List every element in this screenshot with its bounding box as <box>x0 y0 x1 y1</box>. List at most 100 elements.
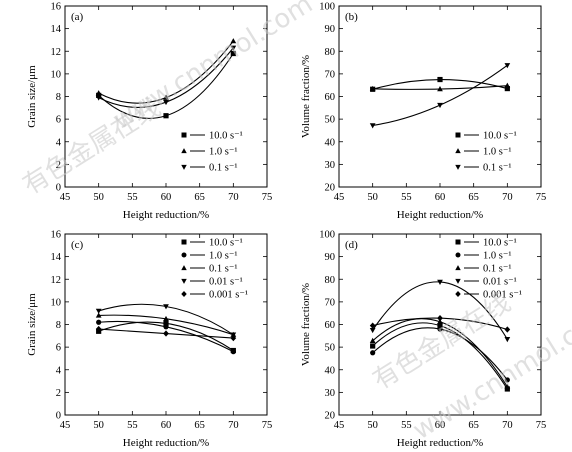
panel-label: (d) <box>345 239 358 251</box>
y-tick-label: 8 <box>56 92 61 103</box>
data-point <box>230 45 237 51</box>
y-tick-label: 70 <box>325 69 336 80</box>
y-tick-label: 50 <box>325 115 336 126</box>
x-tick-label: 75 <box>262 420 273 431</box>
legend-marker <box>455 132 461 138</box>
legend-marker <box>181 252 187 258</box>
data-point <box>369 322 376 329</box>
legend-label: 0.001 s⁻¹ <box>483 290 522 301</box>
x-tick-label: 45 <box>60 420 71 431</box>
x-axis-title: Height reduction/% <box>397 209 483 221</box>
x-tick-label: 50 <box>367 192 378 203</box>
data-point <box>437 318 443 324</box>
panel-4: 45 50 55 60 65 70 75 20 30 40 50 60 70 80 90 100 Height … <box>300 230 546 450</box>
y-tick-label: 40 <box>325 137 336 148</box>
x-tick-label: 70 <box>502 420 513 431</box>
y-tick-label: 50 <box>325 343 336 354</box>
data-point <box>437 86 443 92</box>
legend-label: 0.01 s⁻¹ <box>483 277 517 288</box>
y-tick-label: 16 <box>51 230 62 241</box>
y-tick-label: 14 <box>51 24 62 35</box>
y-tick-label: 60 <box>325 92 336 103</box>
legend: 10.0 s⁻¹ 1.0 s⁻¹ 0.1 s⁻¹ 0.01 s⁻¹ 0.001 s⁻¹ <box>455 238 522 301</box>
data-point <box>369 327 376 334</box>
series-4 <box>369 279 511 343</box>
x-tick-label: 55 <box>401 192 412 203</box>
legend-marker <box>181 278 187 284</box>
legend-label: 0.1 s⁻¹ <box>209 163 238 174</box>
x-tick-label: 65 <box>468 192 479 203</box>
data-point <box>163 324 169 330</box>
data-point <box>95 90 102 96</box>
data-point <box>163 330 169 337</box>
legend-label: 1.0 s⁻¹ <box>483 147 512 158</box>
y-axis-title: Volume fraction/% <box>300 55 312 138</box>
legend-marker <box>455 239 461 245</box>
legend-label: 10.0 s⁻¹ <box>209 131 243 142</box>
legend-marker <box>455 252 461 258</box>
legend-marker <box>455 265 461 271</box>
y-tick-label: 12 <box>51 275 62 286</box>
legend-marker <box>181 148 187 154</box>
legend-marker <box>181 239 187 245</box>
data-point <box>437 315 443 322</box>
x-tick-label: 65 <box>194 192 205 203</box>
legend-label: 0.001 s⁻¹ <box>209 290 248 301</box>
y-tick-label: 60 <box>325 320 336 331</box>
data-point <box>437 279 443 285</box>
data-point <box>504 82 511 88</box>
legend: 10.0 s⁻¹ 1.0 s⁻¹ 0.1 s⁻¹ 0.01 s⁻¹ 0.001 s⁻¹ <box>181 238 248 301</box>
legend-label: 10.0 s⁻¹ <box>209 238 243 249</box>
x-tick-label: 60 <box>435 420 446 431</box>
data-point <box>163 113 169 119</box>
data-point <box>504 377 510 383</box>
y-axis-title: Grain size/μm <box>26 293 38 356</box>
y-tick-label: 2 <box>56 388 61 399</box>
y-tick-label: 6 <box>56 115 61 126</box>
y-tick-label: 90 <box>325 252 336 263</box>
y-tick-label: 100 <box>319 2 335 13</box>
x-axis-title: Height reduction/% <box>123 209 209 221</box>
legend-marker <box>455 148 461 154</box>
y-tick-label: 16 <box>51 2 62 13</box>
legend-marker <box>181 265 187 271</box>
y-tick-label: 2 <box>56 160 61 171</box>
watermark-text: www.cnnmol.com <box>108 0 318 136</box>
panel-label: (c) <box>71 239 84 251</box>
x-tick-label: 70 <box>228 420 239 431</box>
x-tick-label: 60 <box>435 192 446 203</box>
legend-marker <box>455 291 461 297</box>
series-3 <box>369 318 511 389</box>
x-tick-label: 65 <box>468 420 479 431</box>
y-tick-label: 90 <box>325 24 336 35</box>
x-tick-label: 55 <box>127 192 138 203</box>
x-tick-label: 65 <box>194 420 205 431</box>
y-axis-title: Volume fraction/% <box>300 283 312 366</box>
data-point <box>437 326 443 332</box>
legend-label: 0.01 s⁻¹ <box>209 277 243 288</box>
series-5 <box>95 325 237 342</box>
y-tick-label: 12 <box>51 47 62 58</box>
x-tick-label: 60 <box>161 192 172 203</box>
x-tick-label: 45 <box>334 192 345 203</box>
y-tick-label: 8 <box>56 320 61 331</box>
panel-1: 45 50 55 60 65 70 75 0 2 4 6 8 10 12 14 16 Height reduct… <box>26 2 272 222</box>
data-point <box>230 349 236 355</box>
y-tick-label: 30 <box>325 160 336 171</box>
data-point <box>437 102 443 109</box>
y-tick-label: 30 <box>325 388 336 399</box>
x-axis-title: Height reduction/% <box>123 437 209 449</box>
data-point <box>95 95 102 101</box>
legend: 10.0 s⁻¹ 1.0 s⁻¹ 0.1 s⁻¹ <box>181 131 243 174</box>
data-point <box>163 99 169 106</box>
y-tick-label: 14 <box>51 252 62 263</box>
data-point <box>95 312 102 318</box>
legend-marker <box>181 164 187 170</box>
data-point <box>437 76 443 83</box>
panel-3: 45 50 55 60 65 70 75 0 2 4 6 8 10 12 14 16 Height reduct… <box>26 230 272 450</box>
panel-2: 45 50 55 60 65 70 75 20 30 40 50 60 70 80 90 100 Height … <box>300 2 546 222</box>
series-2 <box>95 38 237 104</box>
x-tick-label: 60 <box>161 420 172 431</box>
